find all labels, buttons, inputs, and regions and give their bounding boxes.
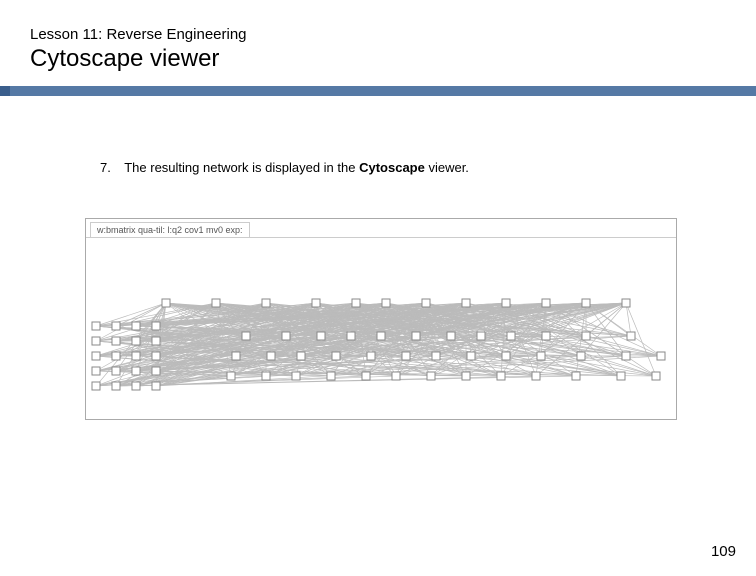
step-text-post: viewer. bbox=[425, 160, 469, 175]
page-number: 109 bbox=[711, 543, 736, 560]
header-corner bbox=[0, 86, 10, 96]
step-text-pre: The resulting network is displayed in th… bbox=[124, 160, 359, 175]
step-text: 7. The resulting network is displayed in… bbox=[100, 160, 469, 175]
cytoscape-viewer: w:bmatrix qua-til: l:q2 cov1 mv0 exp: bbox=[85, 218, 677, 420]
header-bar bbox=[10, 86, 756, 96]
network-diagram bbox=[86, 241, 676, 417]
step-text-bold: Cytoscape bbox=[359, 160, 425, 175]
viewer-tab-divider bbox=[86, 237, 676, 238]
lesson-label: Lesson 11: Reverse Engineering bbox=[30, 26, 247, 43]
page-subtitle: Cytoscape viewer bbox=[30, 45, 247, 73]
step-number: 7. bbox=[100, 160, 111, 175]
viewer-tab[interactable]: w:bmatrix qua-til: l:q2 cov1 mv0 exp: bbox=[90, 222, 250, 237]
